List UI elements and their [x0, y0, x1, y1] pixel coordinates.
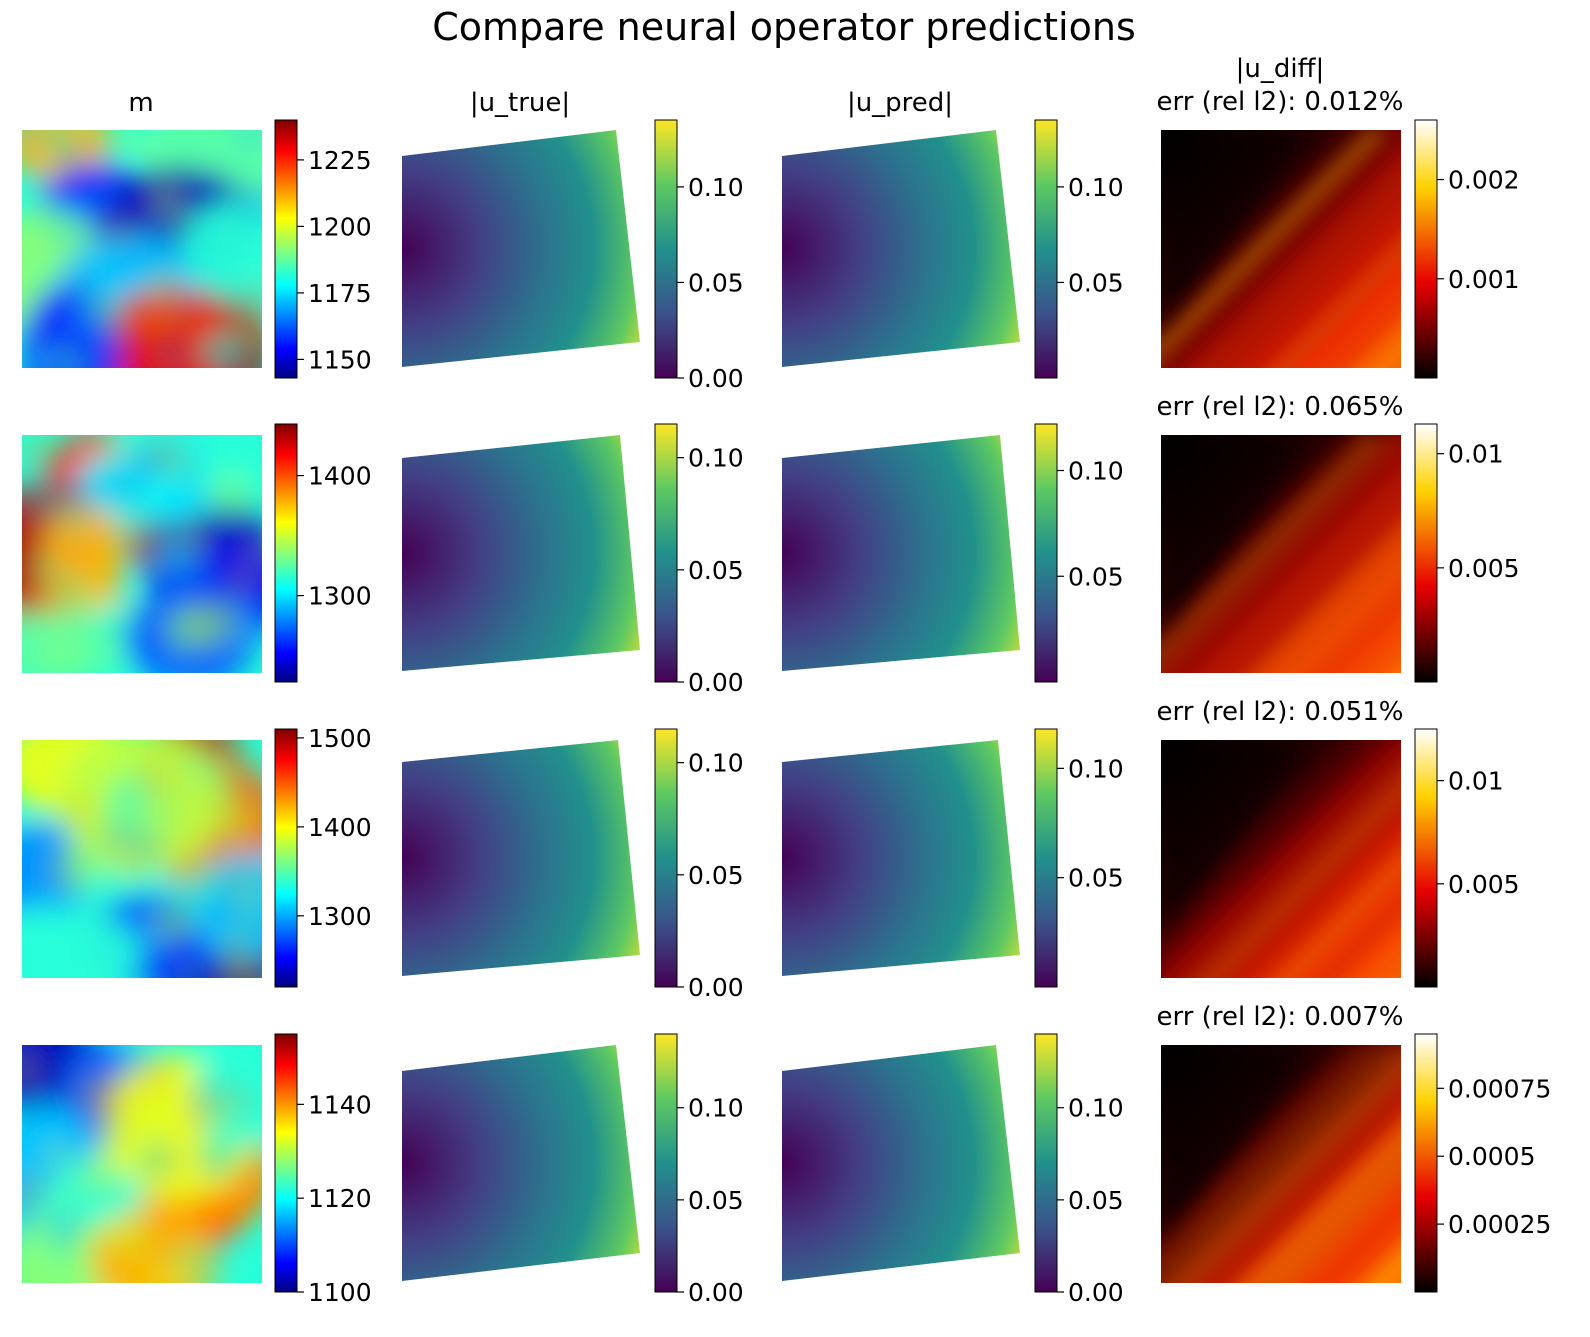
- colorbar-tick-label: 1300: [308, 902, 372, 931]
- colorbar-|u_pred|-r2: [1034, 423, 1058, 683]
- u-diff-field-r4: [1161, 1045, 1401, 1283]
- colorbar-tick-label: 1400: [308, 813, 372, 842]
- colorbar-tick-label: 0.05: [1068, 268, 1124, 297]
- column-title-m: m: [128, 88, 153, 118]
- colorbar-tick-label: 0.00025: [1448, 1210, 1551, 1239]
- colorbar-|u_diff|-r3: [1414, 728, 1438, 988]
- colorbar-tick-label: 0.01: [1448, 767, 1504, 796]
- colorbar-|u_true|-r2: [654, 423, 678, 683]
- colorbar-tick-label: 0.05: [688, 556, 744, 585]
- colorbar-tick-label: 0.10: [688, 173, 744, 202]
- u-pred-field-r3: [782, 740, 1020, 976]
- colorbar-tick-label: 0.00075: [1448, 1074, 1551, 1103]
- colorbar-tick-label: 1140: [308, 1090, 372, 1119]
- colorbar-tick-label: 1150: [308, 345, 372, 374]
- colorbar-tick-label: 1100: [308, 1278, 372, 1307]
- colorbar-tick-label: 0.00: [688, 364, 744, 393]
- panel-title-u-diff-r4: err (rel l2): 0.007%: [1157, 1002, 1404, 1032]
- colorbar-tick-label: 0.10: [1068, 173, 1124, 202]
- colorbar-|u_true|-r1: [654, 119, 678, 379]
- u-pred-field-r1: [782, 130, 1020, 367]
- colorbar-tick-label: 0.002: [1448, 166, 1520, 195]
- u-diff-field-r2: [1161, 435, 1401, 673]
- panel-title-u-diff-r1: err (rel l2): 0.012%: [1157, 87, 1404, 117]
- u-true-field-r2: [402, 435, 640, 671]
- colorbar-|u_pred|-r1: [1034, 119, 1058, 379]
- colorbar-tick-label: 1120: [308, 1184, 372, 1213]
- colorbar-tick-label: 0.05: [1068, 1186, 1124, 1215]
- colorbar-tick-label: 1300: [308, 582, 372, 611]
- colorbar-|u_diff|-r4: [1414, 1033, 1438, 1293]
- u-diff-field-r3: [1161, 740, 1401, 978]
- colorbar-tick-label: 0.10: [1068, 1094, 1124, 1123]
- u-pred-field-r4: [782, 1045, 1020, 1281]
- colorbar-tick-label: 0.00: [1068, 1278, 1124, 1307]
- colorbar-tick-label: 1400: [308, 462, 372, 491]
- column-title-u-pred: |u_pred|: [847, 88, 953, 118]
- m-field-r1: [22, 130, 262, 368]
- colorbar-tick-label: 1200: [308, 212, 372, 241]
- colorbar-m-r2: [274, 423, 298, 683]
- colorbar-tick-label: 1175: [308, 279, 372, 308]
- colorbar-tick-label: 0.05: [1068, 864, 1124, 893]
- m-field-r4: [22, 1045, 262, 1283]
- colorbar-tick-label: 1225: [308, 146, 372, 175]
- u-true-field-r3: [402, 740, 640, 976]
- colorbar-m-r4: [274, 1033, 298, 1293]
- colorbar-tick-label: 0.00: [688, 973, 744, 1002]
- colorbar-tick-label: 0.00: [688, 1278, 744, 1307]
- m-field-r3: [22, 740, 262, 978]
- u-diff-field-r1: [1161, 130, 1401, 368]
- colorbar-tick-label: 0.05: [1068, 562, 1124, 591]
- colorbar-|u_pred|-r3: [1034, 728, 1058, 988]
- u-true-field-r1: [402, 130, 640, 367]
- colorbar-tick-label: 0.05: [688, 1186, 744, 1215]
- colorbar-tick-label: 0.005: [1448, 554, 1520, 583]
- colorbar-tick-label: 0.05: [688, 268, 744, 297]
- panel-title-u-diff-r2: err (rel l2): 0.065%: [1157, 392, 1404, 422]
- figure-title: Compare neural operator predictions: [432, 5, 1136, 49]
- colorbar-tick-label: 0.00: [688, 668, 744, 697]
- colorbar-tick-label: 0.001: [1448, 265, 1520, 294]
- colorbar-tick-label: 0.10: [688, 1094, 744, 1123]
- colorbar-|u_true|-r4: [654, 1033, 678, 1293]
- colorbar-tick-label: 1500: [308, 724, 372, 753]
- u-true-field-r4: [402, 1045, 640, 1281]
- colorbar-tick-label: 0.05: [688, 861, 744, 890]
- colorbar-tick-label: 0.10: [688, 749, 744, 778]
- colorbar-tick-label: 0.10: [688, 444, 744, 473]
- colorbar-tick-label: 0.01: [1448, 440, 1504, 469]
- colorbar-m-r1: [274, 119, 298, 379]
- colorbar-tick-label: 0.0005: [1448, 1142, 1535, 1171]
- panel-title-u-diff-r3: err (rel l2): 0.051%: [1157, 697, 1404, 727]
- column-title-u-true: |u_true|: [470, 88, 570, 118]
- column-title-u-diff: |u_diff|: [1236, 54, 1325, 84]
- colorbar-|u_true|-r3: [654, 728, 678, 988]
- colorbar-|u_diff|-r1: [1414, 119, 1438, 379]
- colorbar-m-r3: [274, 728, 298, 988]
- colorbar-|u_diff|-r2: [1414, 423, 1438, 683]
- colorbar-tick-label: 0.10: [1068, 457, 1124, 486]
- colorbar-tick-label: 0.10: [1068, 754, 1124, 783]
- colorbar-|u_pred|-r4: [1034, 1033, 1058, 1293]
- colorbar-tick-label: 0.005: [1448, 870, 1520, 899]
- m-field-r2: [22, 435, 262, 673]
- u-pred-field-r2: [782, 435, 1020, 671]
